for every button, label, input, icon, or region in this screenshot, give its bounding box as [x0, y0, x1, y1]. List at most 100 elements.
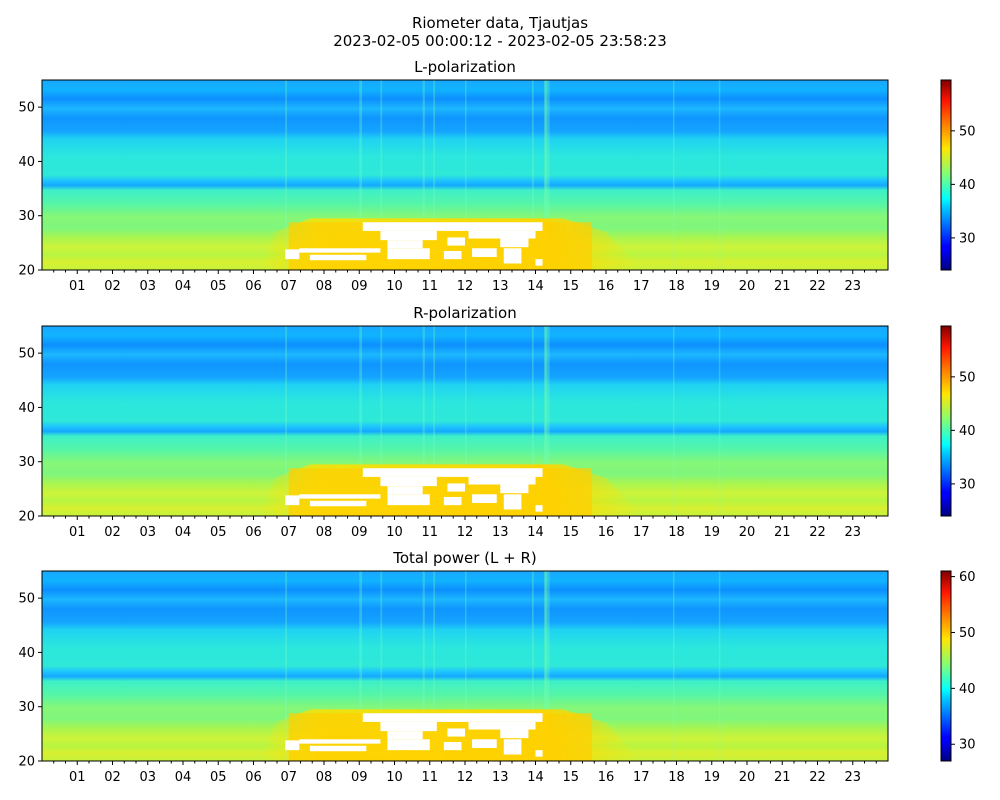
x-tick-label: 06 [245, 279, 262, 294]
interference-streak [380, 326, 383, 516]
saturated-block [387, 240, 423, 249]
colorbar [940, 570, 952, 762]
interference-streak [547, 80, 550, 270]
x-tick-label: 08 [316, 279, 333, 294]
y-tick-label: 40 [18, 646, 35, 661]
x-tick-label: 19 [703, 525, 720, 540]
x-tick-label: 13 [492, 770, 509, 785]
x-tick-label: 01 [69, 770, 86, 785]
x-tick-label: 11 [421, 770, 438, 785]
saturated-block [309, 254, 367, 261]
saturated-block [299, 739, 381, 744]
x-tick-label: 23 [844, 770, 861, 785]
x-tick-label: 05 [210, 279, 227, 294]
x-tick-label: 08 [316, 525, 333, 540]
x-tick-label: 18 [668, 279, 685, 294]
x-tick-label: 02 [104, 525, 121, 540]
x-tick-label: 20 [739, 279, 756, 294]
y-tick-label: 20 [18, 755, 35, 770]
saturated-block [443, 742, 462, 751]
saturated-block [362, 468, 543, 477]
interference-streak [433, 80, 436, 270]
interference-streak [531, 571, 534, 761]
saturated-block [380, 230, 437, 241]
saturated-block [535, 505, 543, 512]
colorbar-tick-label: 40 [959, 178, 976, 193]
saturated-block [285, 249, 300, 260]
saturated-block [472, 248, 497, 257]
x-tick-label: 03 [139, 770, 156, 785]
interference-streak [433, 571, 436, 761]
saturated-block [299, 248, 381, 253]
y-tick-label: 20 [18, 510, 35, 525]
interference-streak [672, 80, 675, 270]
y-tick-label: 30 [18, 700, 35, 715]
x-tick-label: 14 [527, 525, 544, 540]
y-tick-label: 40 [18, 401, 35, 416]
colorbar-tick-label: 40 [959, 682, 976, 697]
x-tick-label: 05 [210, 525, 227, 540]
x-tick-label: 12 [457, 770, 474, 785]
interference-streak [359, 80, 363, 270]
saturated-block [387, 248, 430, 260]
interference-streak [544, 571, 548, 761]
x-tick-label: 19 [703, 770, 720, 785]
saturated-block [443, 497, 462, 506]
y-tick-label: 30 [18, 209, 35, 224]
saturated-block [387, 739, 430, 751]
interference-streak [380, 80, 383, 270]
x-tick-label: 21 [774, 279, 791, 294]
x-tick-label: 12 [457, 279, 474, 294]
interference-streak [359, 571, 363, 761]
saturated-block [503, 494, 522, 510]
saturated-block [472, 494, 497, 503]
x-tick-label: 11 [421, 525, 438, 540]
x-tick-label: 14 [527, 770, 544, 785]
x-tick-label: 22 [809, 279, 826, 294]
interference-streak [718, 80, 721, 270]
x-tick-label: 09 [351, 279, 368, 294]
x-tick-label: 17 [633, 525, 650, 540]
colorbar-tick-label: 40 [959, 424, 976, 439]
y-tick-label: 50 [18, 592, 35, 607]
interference-streak [544, 80, 548, 270]
colorbar-tick-label: 50 [959, 626, 976, 641]
saturated-block [503, 248, 522, 264]
x-tick-label: 11 [421, 279, 438, 294]
saturated-block [362, 713, 543, 722]
saturated-block [468, 230, 536, 239]
colorbar-tick-label: 50 [959, 124, 976, 139]
x-tick-label: 06 [245, 770, 262, 785]
x-tick-label: 20 [739, 770, 756, 785]
interference-streak [672, 571, 675, 761]
x-tick-label: 15 [562, 770, 579, 785]
interference-streak [465, 80, 467, 270]
x-tick-label: 02 [104, 770, 121, 785]
y-tick-label: 20 [18, 264, 35, 279]
x-tick-label: 15 [562, 279, 579, 294]
x-tick-label: 22 [809, 525, 826, 540]
colorbar-tick-label: 30 [959, 231, 976, 246]
y-tick-label: 30 [18, 455, 35, 470]
interference-streak [422, 326, 425, 516]
interference-streak [433, 326, 436, 516]
x-tick-label: 04 [175, 525, 192, 540]
x-tick-label: 14 [527, 279, 544, 294]
saturated-block [387, 731, 423, 740]
interference-streak [422, 571, 425, 761]
x-tick-label: 17 [633, 279, 650, 294]
saturated-block [535, 750, 543, 757]
interference-streak [718, 571, 721, 761]
x-tick-label: 10 [386, 279, 403, 294]
interference-streak [285, 326, 287, 516]
saturated-block [380, 476, 437, 487]
x-tick-label: 13 [492, 279, 509, 294]
interference-streak [672, 326, 675, 516]
x-tick-label: 18 [668, 525, 685, 540]
x-tick-label: 13 [492, 525, 509, 540]
x-tick-label: 05 [210, 770, 227, 785]
x-tick-label: 09 [351, 525, 368, 540]
interference-streak [422, 80, 425, 270]
x-tick-label: 02 [104, 279, 121, 294]
